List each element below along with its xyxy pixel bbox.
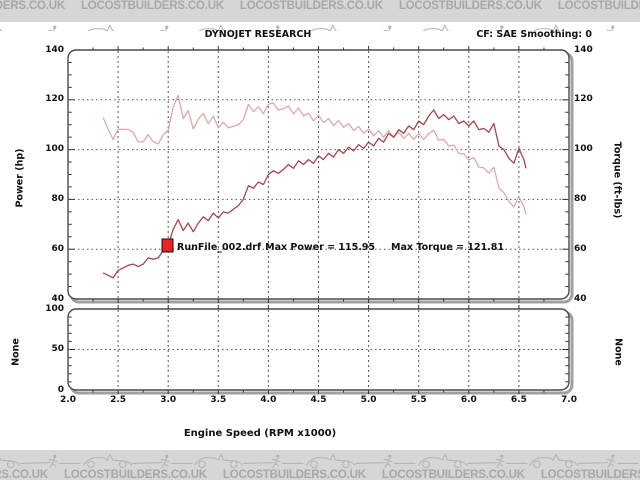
power-tick-label: 100 <box>45 144 64 155</box>
car-icon <box>0 25 57 31</box>
torque-curve <box>102 94 527 215</box>
power-tick-label: 140 <box>45 44 64 55</box>
figure-icon <box>388 25 392 29</box>
car-icon <box>87 24 169 31</box>
locostbuilders-watermark-text: LOCOSTBUILDERS.CO.UK <box>0 0 65 12</box>
car-icon <box>0 454 81 469</box>
car-icon <box>194 453 304 469</box>
legend-max-torque: Max Torque = 121.81 <box>391 242 505 253</box>
power-tick-label: 80 <box>51 193 64 204</box>
power-curve <box>102 109 527 279</box>
chart-title: DYNOJET RESEARCH <box>204 29 312 40</box>
speed-line <box>20 462 51 464</box>
locostbuilders-watermark-text: LOCOSTBUILDERS.CO.UK <box>398 0 542 12</box>
y-axis-label-torque: Torque (ft-lbs) <box>611 141 623 219</box>
car-icon <box>82 453 193 469</box>
legend-run-file: RunFile_002.drf <box>177 242 262 253</box>
rpm-tick-label: 5.0 <box>360 395 377 405</box>
rpm-tick-label: 3.5 <box>210 395 227 405</box>
figure-icon <box>499 25 504 29</box>
rpm-tick-label: 3.0 <box>160 395 177 405</box>
figure-icon <box>53 454 57 458</box>
torque-tick-label: 60 <box>574 243 587 254</box>
car-icon <box>529 453 639 469</box>
locostbuilders-watermark-text: LOCOSTBUILDERS.CO.UK <box>222 469 366 480</box>
locostbuilders-watermark-text: LOCOSTBUILDERS.CO.UK <box>63 469 207 480</box>
power-tick-label: 60 <box>51 243 64 254</box>
lower-tick-label: 100 <box>45 303 64 314</box>
speed-line <box>355 462 386 464</box>
car-icon <box>422 24 504 31</box>
figure-icon <box>53 25 57 29</box>
rpm-tick-label: 5.5 <box>410 395 427 405</box>
car-icon <box>306 453 416 469</box>
locostbuilders-watermark-text: LOCOSTBUILDERS.CO.UK <box>0 469 48 480</box>
torque-tick-label: 100 <box>574 144 593 155</box>
car-icon <box>310 24 392 31</box>
legend-max-power: Max Power = 115.95 <box>265 242 376 253</box>
car-icon <box>533 24 615 31</box>
torque-tick-label: 140 <box>574 44 593 55</box>
car-icon <box>198 24 280 31</box>
speed-line <box>131 462 163 464</box>
legend-marker <box>161 238 174 253</box>
power-tick-label: 40 <box>51 293 64 304</box>
lower-tick-label: 0 <box>57 384 64 395</box>
locostbuilders-watermark-text: LOCOSTBUILDERS.CO.UK <box>540 469 640 480</box>
figure-icon <box>611 454 615 458</box>
lower-axis-label-right: None <box>612 338 624 366</box>
lower-tick-label: 50 <box>51 344 64 354</box>
speed-line <box>466 462 498 464</box>
figure-icon <box>388 454 392 458</box>
rpm-tick-label: 2.0 <box>60 395 76 405</box>
figure-icon <box>164 25 169 29</box>
torque-tick-label: 40 <box>574 293 587 304</box>
car-icon <box>417 453 528 469</box>
legend: RunFile_002.drf Max Power = 115.95 Max Tor… <box>177 242 504 253</box>
watermark-banner-bottom: LOCOSTBUILDERS.CO.UK LOCOSTBUILDERS.CO.UK… <box>0 450 640 480</box>
rpm-tick-label: 7.0 <box>561 395 577 405</box>
rpm-tick-label: 2.5 <box>110 395 127 405</box>
figure-icon <box>611 25 615 29</box>
locostbuilders-watermark-text: LOCOSTBUILDERS.CO.UK <box>80 0 224 12</box>
power-tick-label: 120 <box>45 94 64 105</box>
locostbuilders-watermark-text: LOCOSTBUILDERS.CO.UK <box>557 0 640 12</box>
rpm-tick-label: 6.5 <box>510 395 527 405</box>
watermark-text-row: LOCOSTBUILDERS.CO.UK LOCOSTBUILDERS.CO.UK… <box>0 469 640 480</box>
lower-axis-label-left: None <box>10 338 22 366</box>
correction-smoothing-label: CF: SAE Smoothing: 0 <box>476 29 592 40</box>
torque-tick-label: 80 <box>574 193 587 204</box>
x-axis-title: Engine Speed (RPM x1000) <box>183 428 337 439</box>
rpm-tick-label: 4.5 <box>310 395 327 405</box>
locostbuilders-watermark-text: LOCOSTBUILDERS.CO.UK <box>381 469 525 480</box>
figure-icon <box>164 454 169 458</box>
figure-icon <box>499 454 504 458</box>
figure-icon <box>276 454 280 458</box>
watermark-cars-strip-top <box>0 22 640 31</box>
torque-tick-label: 120 <box>574 94 593 105</box>
locostbuilders-watermark-text: LOCOSTBUILDERS.CO.UK <box>239 0 383 12</box>
watermark-banner-top: LOCOSTBUILDERS.CO.UK LOCOSTBUILDERS.CO.UK… <box>0 0 640 22</box>
speed-line <box>578 462 609 464</box>
rpm-tick-label: 6.0 <box>460 395 477 405</box>
y-axis-label-power: Power (hp) <box>14 148 26 208</box>
watermark-text-row: LOCOSTBUILDERS.CO.UK LOCOSTBUILDERS.CO.UK… <box>0 0 640 12</box>
speed-line <box>243 462 274 464</box>
rpm-tick-label: 4.0 <box>260 395 277 405</box>
figure-icon <box>276 25 280 29</box>
